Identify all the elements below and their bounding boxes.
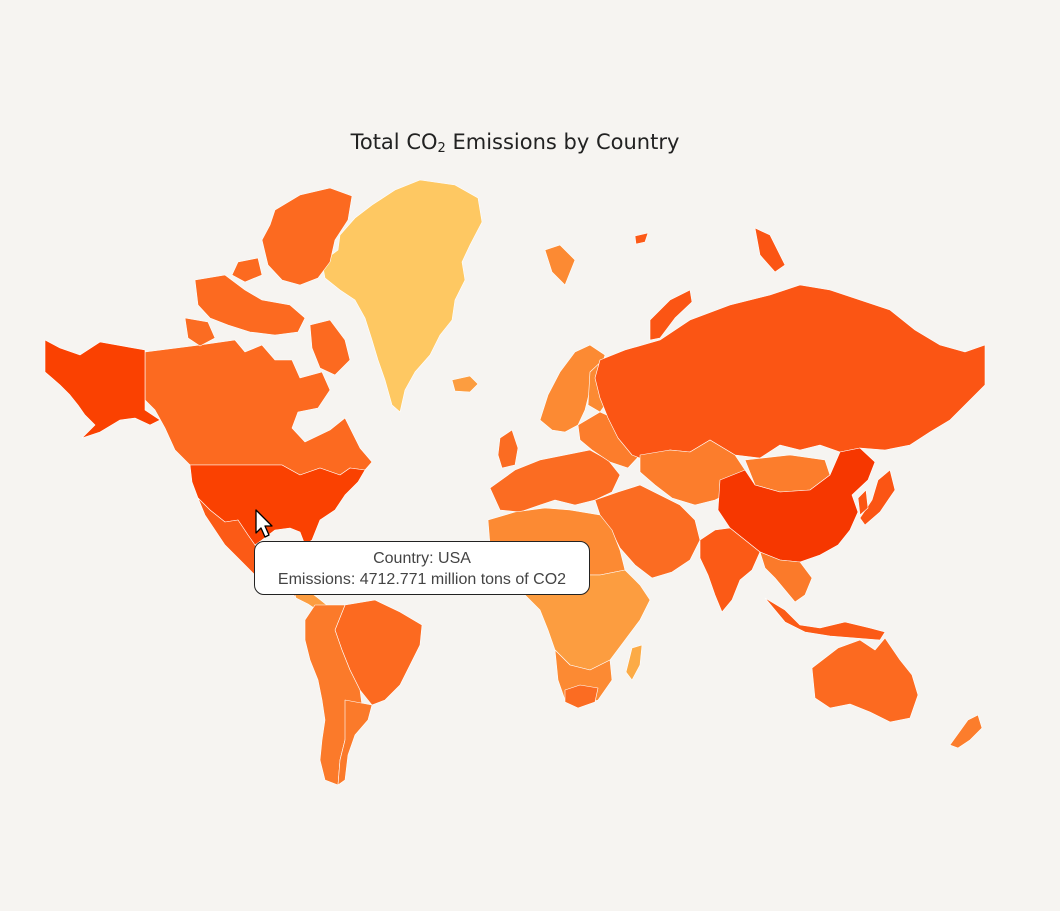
country-madagascar[interactable] (625, 644, 643, 681)
title-rest: Emissions by Country (445, 130, 680, 154)
region-southeast-asia[interactable] (759, 551, 813, 603)
title-subscript: 2 (437, 141, 446, 156)
region-severnaya-zemlya[interactable] (754, 227, 786, 273)
region-canada-arctic-1[interactable] (261, 187, 353, 286)
region-canada-arctic-2[interactable] (194, 274, 306, 336)
tooltip-emissions-line: Emissions: 4712.771 million tons of CO2 (277, 571, 567, 588)
country-greenland[interactable] (321, 179, 483, 413)
region-canada-arctic-3[interactable] (184, 317, 216, 347)
region-canada-arctic-4[interactable] (231, 257, 263, 283)
country-argentina[interactable] (337, 699, 373, 786)
country-korea[interactable] (857, 489, 869, 516)
mouse-pointer-icon (255, 509, 273, 538)
title-text: Total CO (350, 130, 438, 154)
country-south-africa[interactable] (564, 684, 599, 709)
country-usa[interactable] (189, 464, 366, 546)
country-new-zealand[interactable] (949, 714, 983, 749)
region-western-europe[interactable] (489, 449, 621, 513)
country-tooltip: Country: USA Emissions: 4712.771 million… (254, 541, 590, 595)
region-novaya-zemlya[interactable] (649, 289, 693, 341)
chart-title: Total CO2 Emissions by Country (0, 130, 1030, 156)
region-franz-josef[interactable] (634, 232, 649, 245)
country-uk[interactable] (497, 429, 519, 469)
country-australia[interactable] (811, 637, 919, 723)
country-iceland[interactable] (451, 375, 479, 393)
region-canada-arctic-5[interactable] (309, 319, 351, 376)
country-russia[interactable] (594, 284, 986, 463)
country-japan[interactable] (859, 469, 896, 526)
region-indonesia[interactable] (764, 597, 886, 641)
region-svalbard[interactable] (544, 244, 576, 286)
country-usa-alaska[interactable] (44, 339, 161, 439)
tooltip-country-line: Country: USA (373, 550, 471, 567)
country-india[interactable] (699, 527, 761, 613)
